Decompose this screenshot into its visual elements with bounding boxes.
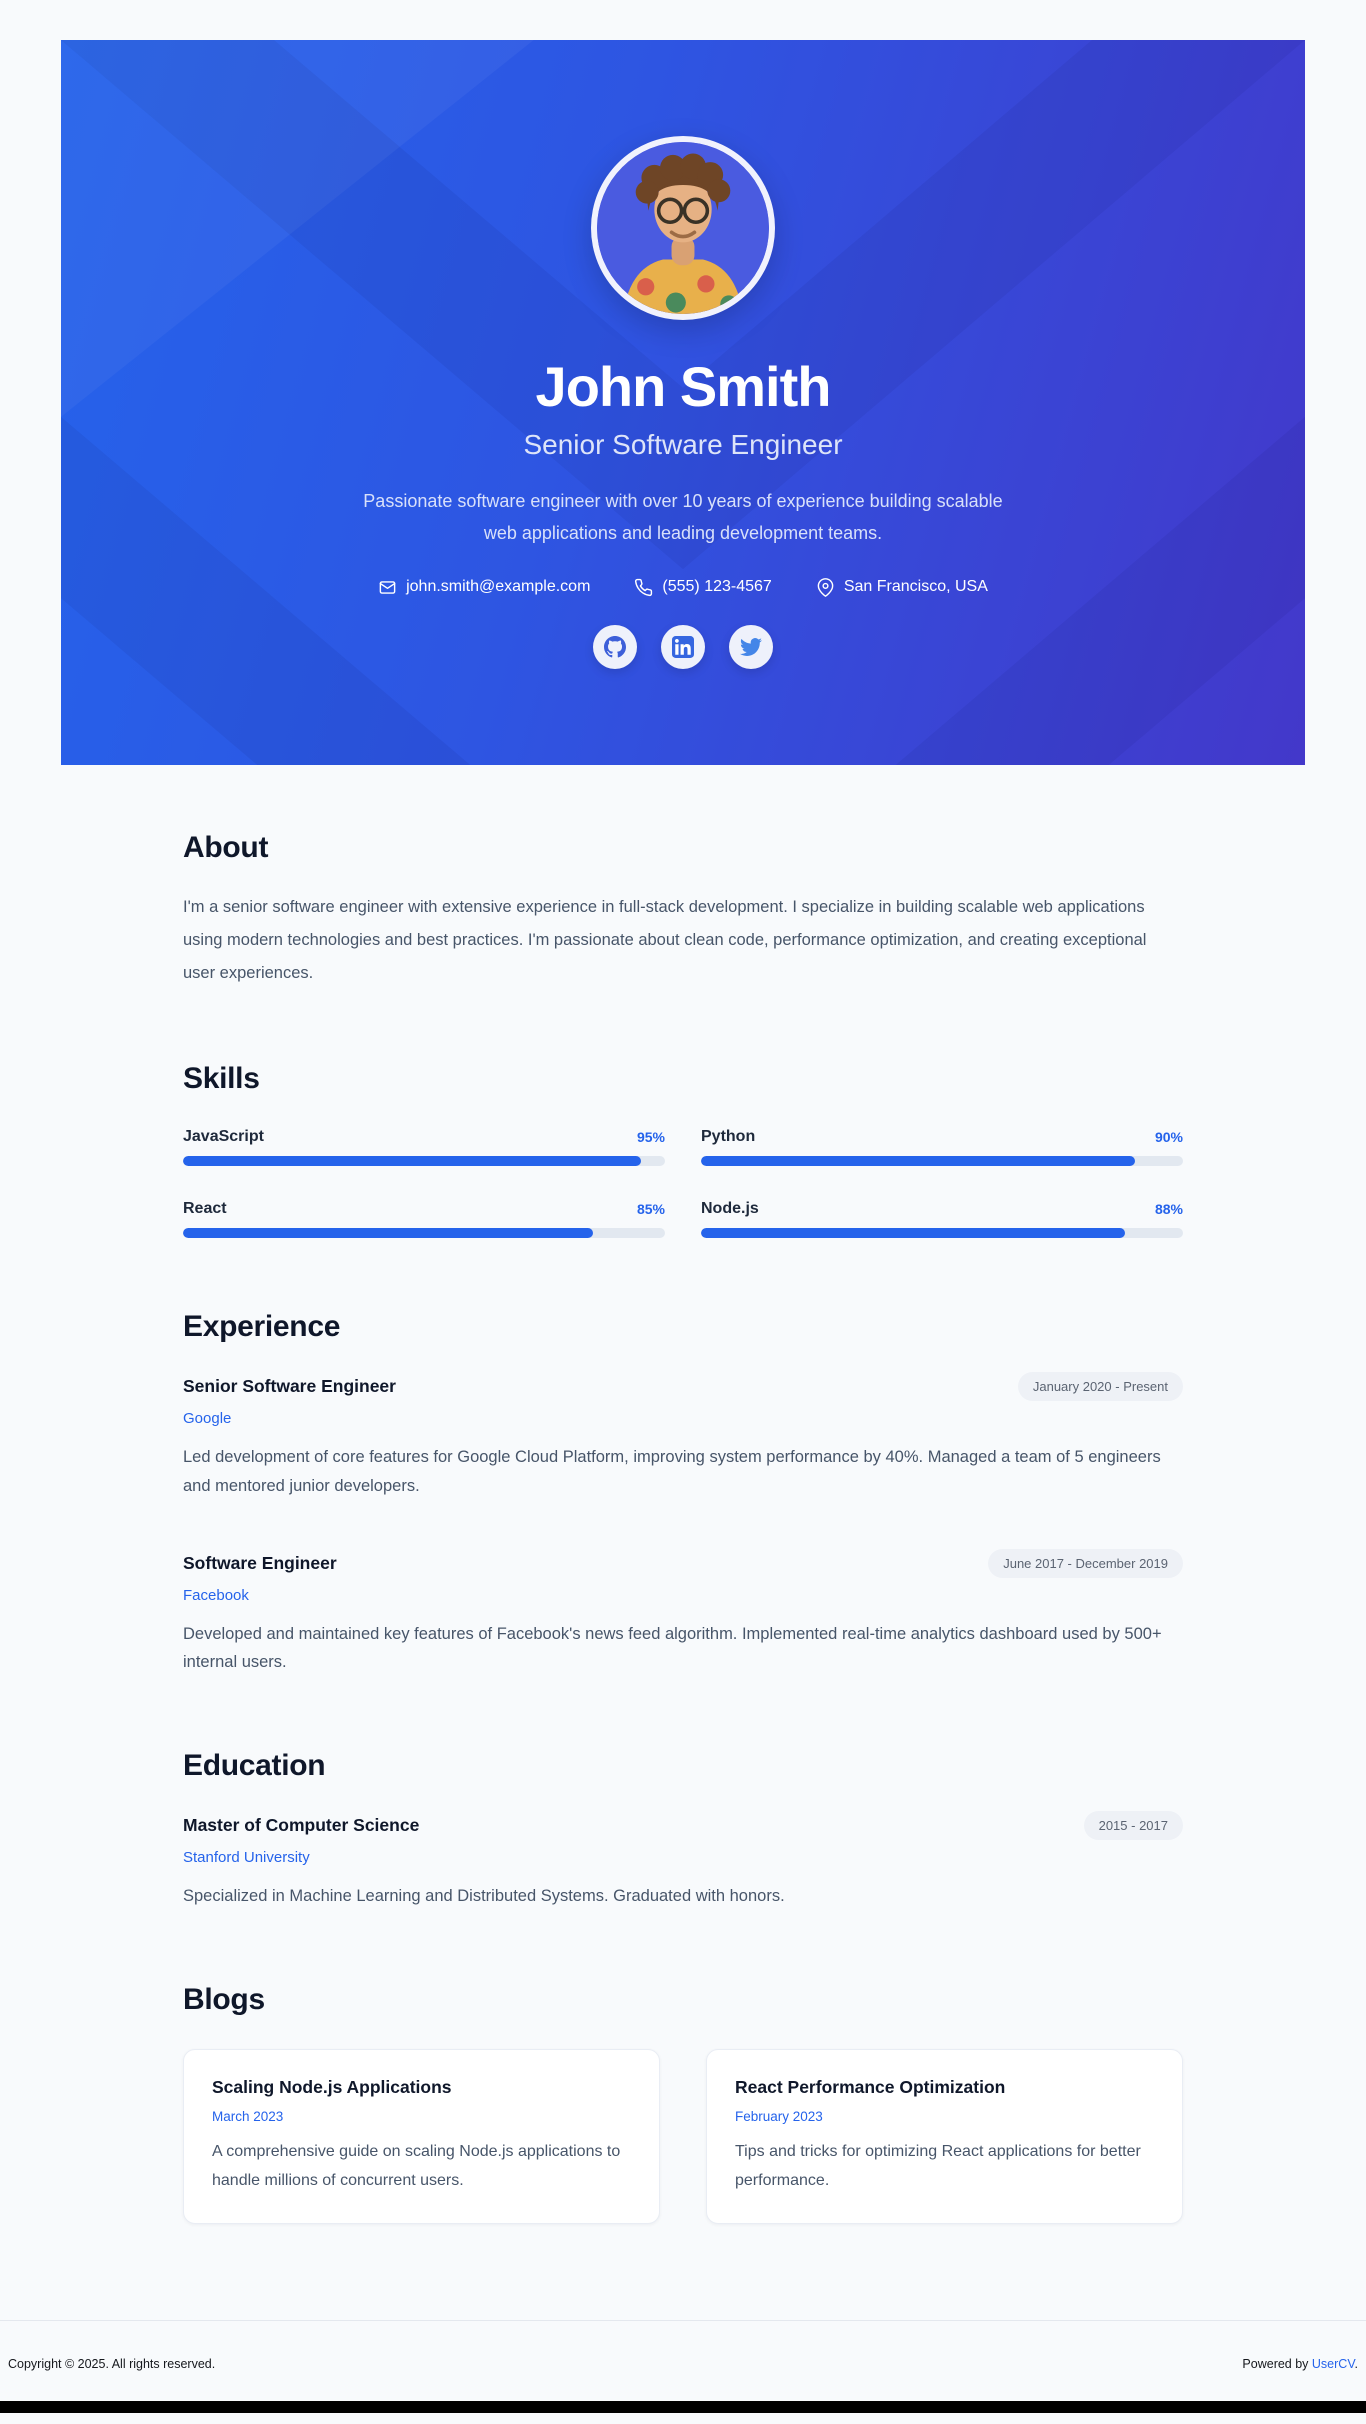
blogs-heading: Blogs	[183, 1983, 265, 2017]
job-description: Developed and maintained key features of…	[183, 1624, 1162, 1672]
blog-description: A comprehensive guide on scaling Node.js…	[212, 2143, 621, 2189]
blog-title: Scaling Node.js Applications	[212, 2077, 452, 2098]
copyright-text: Copyright © 2025. All rights reserved.	[8, 2356, 216, 2371]
social-links	[101, 624, 1265, 669]
job-description: Led development of core features for Goo…	[183, 1447, 1161, 1495]
job-period-badge: January 2020 - Present	[1017, 1371, 1183, 1401]
skill-progressbar	[701, 1155, 1183, 1166]
powered-by-prefix: Powered by	[1242, 2356, 1312, 2371]
skills-grid: JavaScript 95% Python 90% React 85%	[183, 1128, 1183, 1238]
skills-heading: Skills	[183, 1061, 260, 1095]
phone-icon	[635, 578, 653, 596]
job-company-link[interactable]: Google	[183, 1409, 232, 1427]
section-about: About I'm a senior software engineer wit…	[183, 831, 1183, 990]
skill-label: React	[183, 1199, 227, 1217]
experience-item: Senior Software Engineer January 2020 - …	[183, 1371, 1183, 1501]
skill-percent: 85%	[636, 1200, 665, 1217]
job-title: Senior Software Engineer	[183, 1375, 396, 1396]
skill-progress-fill	[183, 1227, 593, 1238]
cv-content: About I'm a senior software engineer wit…	[183, 765, 1183, 2320]
usercv-link[interactable]: UserCV	[1311, 2356, 1355, 2371]
skill-label: Python	[701, 1127, 756, 1145]
bottom-black-bar	[0, 2400, 1366, 2413]
github-button[interactable]	[593, 624, 637, 669]
powered-by-suffix: .	[1354, 2356, 1358, 2371]
contact-email[interactable]: john.smith@example.com	[378, 578, 590, 597]
blog-description: Tips and tricks for optimizing React app…	[735, 2143, 1141, 2189]
skill-item: Python 90%	[701, 1128, 1183, 1166]
section-blogs: Blogs Scaling Node.js Applications March…	[183, 1983, 1183, 2224]
skill-progressbar	[701, 1227, 1183, 1238]
profile-header: John Smith Senior Software Engineer Pass…	[61, 40, 1305, 765]
about-text: I'm a senior software engineer with exte…	[183, 897, 1147, 982]
education-item: Master of Computer Science 2015 - 2017 S…	[183, 1811, 1183, 1911]
contact-phone[interactable]: (555) 123-4567	[634, 578, 772, 597]
education-heading: Education	[183, 1749, 326, 1783]
job-company-link[interactable]: Facebook	[183, 1586, 249, 1604]
twitter-button[interactable]	[729, 624, 773, 669]
skill-label: Node.js	[701, 1199, 759, 1217]
job-period-badge: June 2017 - December 2019	[988, 1548, 1183, 1578]
skill-item: React 85%	[183, 1200, 665, 1238]
experience-heading: Experience	[183, 1309, 341, 1343]
section-experience: Experience Senior Software Engineer Janu…	[183, 1310, 1183, 1678]
contact-row: john.smith@example.com (555) 123-4567 Sa…	[101, 577, 1265, 597]
skill-progress-fill	[183, 1155, 641, 1166]
degree-title: Master of Computer Science	[183, 1815, 420, 1836]
page-footer: Copyright © 2025. All rights reserved. P…	[0, 2319, 1366, 2401]
skill-progress-fill	[701, 1155, 1135, 1166]
school-link[interactable]: Stanford University	[183, 1849, 310, 1867]
mail-icon	[379, 581, 396, 594]
contact-location-text: San Francisco, USA	[843, 578, 988, 596]
skill-percent: 90%	[1154, 1128, 1183, 1145]
blog-card[interactable]: Scaling Node.js Applications March 2023 …	[183, 2049, 660, 2224]
twitter-icon	[740, 637, 762, 656]
blog-date: March 2023	[212, 2109, 284, 2125]
skill-progressbar	[183, 1155, 665, 1166]
blog-date: February 2023	[735, 2109, 823, 2125]
blog-title: React Performance Optimization	[735, 2077, 1006, 2098]
skill-progress-fill	[701, 1227, 1126, 1238]
skill-item: JavaScript 95%	[183, 1128, 665, 1166]
section-education: Education Master of Computer Science 201…	[183, 1749, 1183, 1911]
location-pin-icon	[817, 577, 834, 597]
job-title: Software Engineer	[183, 1552, 337, 1573]
education-description: Specialized in Machine Learning and Dist…	[183, 1887, 785, 1906]
skill-item: Node.js 88%	[701, 1200, 1183, 1238]
profile-summary: Passionate software engineer with over 1…	[363, 491, 1003, 544]
contact-location[interactable]: San Francisco, USA	[816, 577, 988, 597]
contact-email-text: john.smith@example.com	[406, 578, 591, 596]
skill-progressbar	[183, 1227, 665, 1238]
section-skills: Skills JavaScript 95% Python 90% React	[183, 1062, 1183, 1238]
contact-phone-text: (555) 123-4567	[662, 578, 772, 596]
powered-by: Powered by UserCV.	[1242, 2357, 1358, 2371]
skill-percent: 88%	[1154, 1200, 1183, 1217]
github-icon	[604, 635, 626, 658]
blog-card[interactable]: React Performance Optimization February …	[706, 2049, 1183, 2224]
profile-title: Senior Software Engineer	[523, 429, 843, 460]
education-period-badge: 2015 - 2017	[1083, 1811, 1183, 1841]
avatar	[591, 136, 775, 320]
skill-label: JavaScript	[183, 1127, 264, 1145]
about-heading: About	[183, 830, 269, 864]
linkedin-button[interactable]	[661, 624, 705, 669]
profile-name: John Smith	[535, 355, 832, 418]
blog-grid: Scaling Node.js Applications March 2023 …	[183, 2049, 1183, 2224]
avatar-illustration	[597, 142, 769, 314]
experience-item: Software Engineer June 2017 - December 2…	[183, 1548, 1183, 1678]
skill-percent: 95%	[636, 1128, 665, 1145]
linkedin-icon	[672, 635, 694, 658]
